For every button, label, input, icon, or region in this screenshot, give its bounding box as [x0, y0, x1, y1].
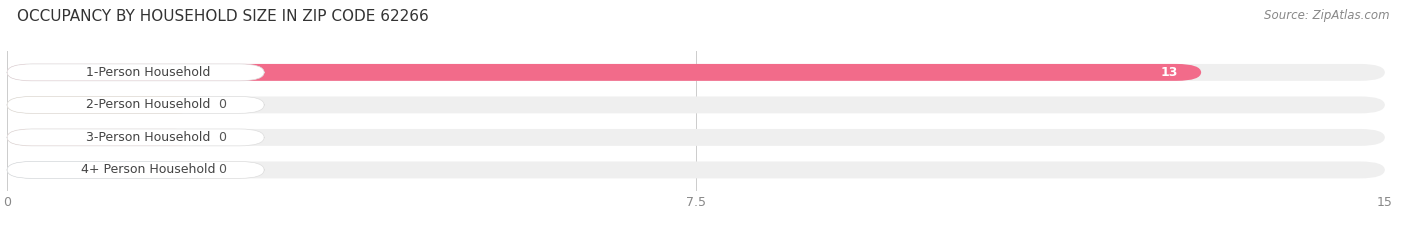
Text: 0: 0	[218, 98, 226, 111]
FancyBboxPatch shape	[7, 161, 1385, 178]
FancyBboxPatch shape	[7, 64, 1385, 81]
FancyBboxPatch shape	[7, 129, 264, 146]
FancyBboxPatch shape	[7, 96, 1385, 113]
Text: 0: 0	[218, 131, 226, 144]
Text: 2-Person Household: 2-Person Household	[86, 98, 211, 111]
FancyBboxPatch shape	[7, 96, 264, 113]
FancyBboxPatch shape	[7, 161, 264, 178]
FancyBboxPatch shape	[7, 129, 200, 146]
Text: 1-Person Household: 1-Person Household	[86, 66, 211, 79]
FancyBboxPatch shape	[7, 64, 1201, 81]
FancyBboxPatch shape	[7, 129, 1385, 146]
Text: 0: 0	[218, 163, 226, 176]
Text: 4+ Person Household: 4+ Person Household	[82, 163, 215, 176]
FancyBboxPatch shape	[7, 96, 200, 113]
Text: 3-Person Household: 3-Person Household	[86, 131, 211, 144]
Text: OCCUPANCY BY HOUSEHOLD SIZE IN ZIP CODE 62266: OCCUPANCY BY HOUSEHOLD SIZE IN ZIP CODE …	[17, 9, 429, 24]
Text: 13: 13	[1161, 66, 1178, 79]
Text: Source: ZipAtlas.com: Source: ZipAtlas.com	[1264, 9, 1389, 22]
FancyBboxPatch shape	[7, 64, 264, 81]
FancyBboxPatch shape	[7, 161, 200, 178]
